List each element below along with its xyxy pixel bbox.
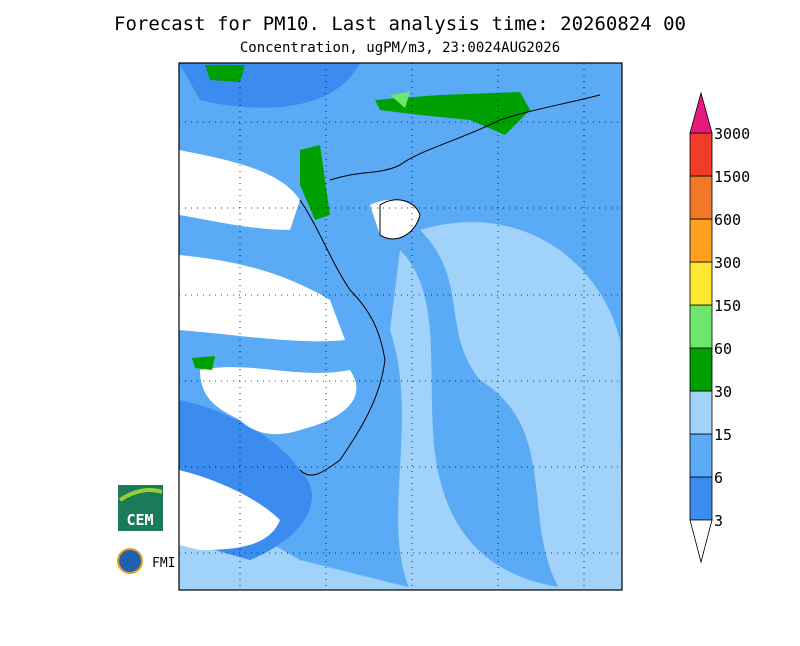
white-area — [200, 367, 357, 435]
white-area — [179, 150, 300, 230]
colorbar-segment — [689, 304, 713, 349]
fmi-logo: FMI — [117, 548, 175, 574]
map — [178, 62, 623, 591]
colorbar-label: 3000 — [714, 125, 750, 143]
colorbar-label: 15 — [714, 426, 732, 444]
logo-text: CEM — [126, 511, 153, 529]
colorbar-segment — [689, 175, 713, 220]
colorbar-segment — [689, 347, 713, 392]
light-area — [420, 222, 622, 590]
light-green-area — [390, 92, 410, 108]
colorbar-label: 600 — [714, 211, 741, 229]
white-area — [370, 199, 420, 239]
colorbar-under — [689, 519, 713, 564]
white-area — [179, 255, 345, 342]
subtitle: Concentration, ugPM/m3, 23:0024AUG2026 — [240, 40, 560, 56]
colorbar-label: 60 — [714, 340, 732, 358]
colorbar-over — [689, 91, 713, 134]
colorbar-segment — [689, 476, 713, 521]
colorbar-segment — [689, 261, 713, 306]
green-area — [192, 356, 215, 370]
white-area — [179, 470, 280, 550]
light-area — [179, 480, 420, 590]
title: Forecast for PM10. Last analysis time: 2… — [114, 13, 686, 35]
colorbar-segment — [689, 132, 713, 177]
colorbar-label: 150 — [714, 297, 741, 315]
colorbar-segment — [689, 218, 713, 263]
colorbar-label: 1500 — [714, 168, 750, 186]
colorbar-label: 3 — [714, 512, 723, 530]
logo-text: FMI — [152, 556, 175, 571]
cem-logo: CEM — [118, 485, 163, 531]
colorbar-label: 300 — [714, 254, 741, 272]
map-frame — [178, 62, 623, 591]
coastline — [299, 94, 601, 476]
colorbar-label: 6 — [714, 469, 723, 487]
light-area — [390, 250, 600, 590]
colorbar-segment — [689, 433, 713, 478]
green-area — [300, 145, 330, 220]
colorbar-label: 30 — [714, 383, 732, 401]
colorbar: 3 6 15 30 60 150 300 600 1500 3000 — [689, 91, 750, 564]
colorbar-segment — [689, 390, 713, 435]
green-area — [205, 65, 245, 82]
